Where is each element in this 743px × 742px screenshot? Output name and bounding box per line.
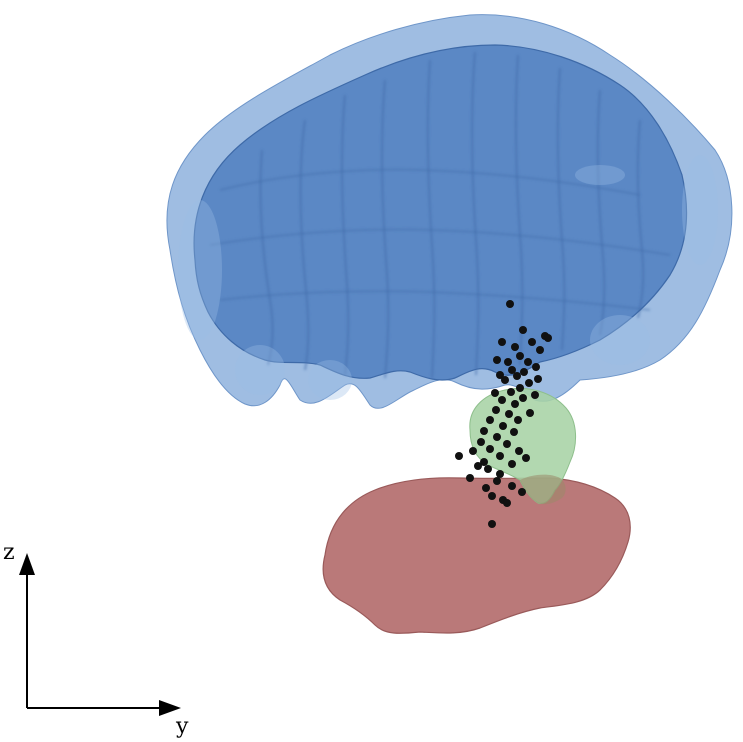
data-point	[519, 326, 527, 334]
z-axis-arrowhead	[19, 553, 35, 575]
blue-surface-folds	[209, 168, 671, 311]
data-point	[496, 371, 504, 379]
data-point	[508, 482, 516, 490]
data-point	[486, 416, 494, 424]
data-point	[511, 400, 519, 408]
data-point	[524, 358, 532, 366]
data-point	[508, 460, 516, 468]
data-point	[510, 428, 518, 436]
data-point	[482, 484, 490, 492]
data-point	[496, 470, 504, 478]
z-axis-label: z	[3, 540, 15, 565]
data-point	[508, 366, 516, 374]
data-point	[528, 338, 536, 346]
data-point	[480, 427, 488, 435]
data-point	[496, 452, 504, 460]
data-point	[516, 352, 524, 360]
blue-surface-ridges	[259, 51, 645, 379]
data-point	[455, 452, 463, 460]
data-point	[504, 358, 512, 366]
data-point	[519, 394, 527, 402]
axis-indicator: z y	[3, 540, 189, 739]
data-point	[522, 454, 530, 462]
data-point	[498, 338, 506, 346]
data-point	[498, 396, 506, 404]
data-point	[507, 388, 515, 396]
data-point	[466, 474, 474, 482]
data-point	[514, 416, 522, 424]
data-point	[484, 465, 492, 473]
data-point	[486, 445, 494, 453]
data-point	[515, 447, 523, 455]
data-point	[474, 462, 482, 470]
green-red-overlap	[520, 474, 566, 505]
data-point	[532, 363, 540, 371]
data-point	[488, 520, 496, 528]
data-point	[480, 458, 488, 466]
data-point	[492, 406, 500, 414]
data-point	[531, 391, 539, 399]
blue-highlights	[178, 155, 718, 400]
data-point	[506, 300, 514, 308]
data-point	[477, 438, 485, 446]
green-structure	[469, 387, 576, 505]
data-point	[525, 379, 533, 387]
data-point	[491, 389, 499, 397]
blue-structure	[166, 14, 733, 409]
red-structure	[322, 477, 631, 634]
data-point	[511, 343, 519, 351]
data-point	[513, 372, 521, 380]
red-body	[322, 477, 631, 634]
data-point	[503, 499, 511, 507]
data-point	[505, 410, 513, 418]
y-axis-arrowhead	[159, 700, 181, 716]
data-point	[526, 409, 534, 417]
data-point	[520, 368, 528, 376]
point-cloud	[455, 300, 552, 528]
data-point	[493, 433, 501, 441]
data-point	[493, 477, 501, 485]
data-point	[499, 422, 507, 430]
data-point	[501, 376, 509, 384]
data-point	[534, 375, 542, 383]
data-point	[469, 447, 477, 455]
data-point	[516, 384, 524, 392]
data-point	[544, 334, 552, 342]
data-point	[493, 356, 501, 364]
data-point	[503, 440, 511, 448]
data-point	[536, 346, 544, 354]
data-point	[518, 488, 526, 496]
y-axis-label: y	[175, 714, 189, 739]
data-point	[488, 492, 496, 500]
